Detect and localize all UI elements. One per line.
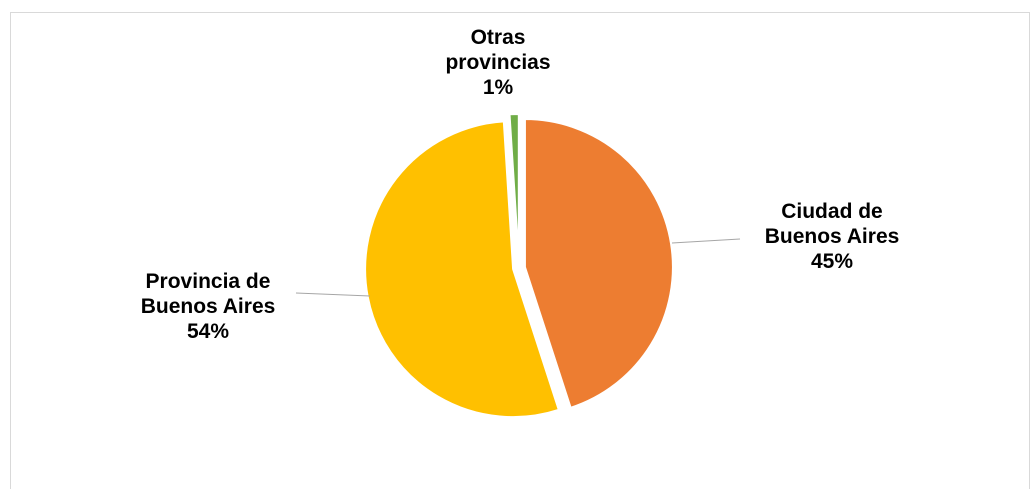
leader-line-1 [295, 292, 371, 297]
data-label-percent-1: 54% [187, 320, 229, 343]
pie-slice-0 [523, 118, 674, 410]
pie-slice-2 [508, 113, 520, 263]
data-label-1-line-1: Buenos Aires [141, 295, 276, 318]
data-label-1-line-0: Provincia de [146, 270, 271, 293]
data-label-2-line-0: Otras [471, 26, 526, 49]
leader-line-0 [671, 238, 741, 244]
data-label-0-line-1: Buenos Aires [765, 225, 900, 248]
data-label-percent-2: 1% [483, 76, 514, 99]
data-label-2-line-1: provincias [445, 51, 550, 74]
data-label-percent-0: 45% [811, 250, 853, 273]
pie-slice-1 [364, 120, 561, 419]
data-label-0-line-0: Ciudad de [781, 200, 883, 223]
